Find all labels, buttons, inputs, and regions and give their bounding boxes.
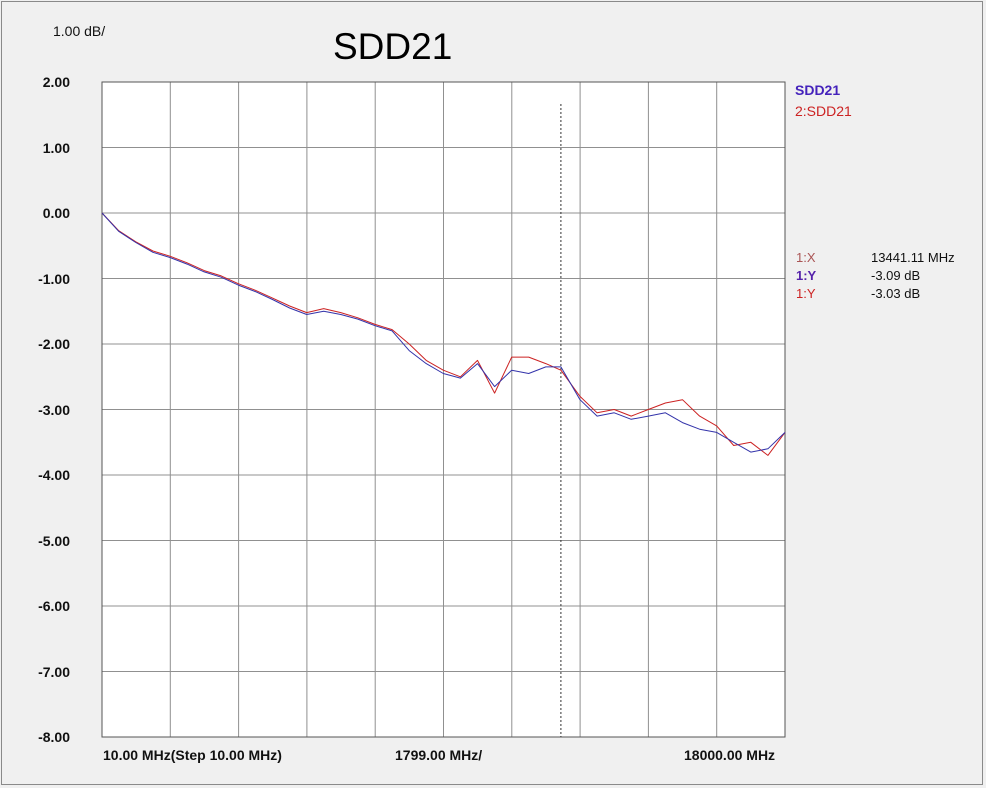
legend-entry-2-sdd21: 2:SDD21: [795, 103, 852, 119]
y-tick-label: -1.00: [38, 270, 70, 287]
y-tick-label: -5.00: [38, 532, 70, 549]
y-tick-label: 2.00: [42, 74, 70, 90]
y-tick-label: 0.00: [42, 205, 70, 221]
marker-y1-value: -3.09 dB: [871, 268, 921, 283]
y-tick-label: -2.00: [38, 336, 70, 352]
y-tick-label: 1.00: [42, 139, 70, 156]
chart-title: SDD21: [333, 26, 453, 67]
marker-y2-label: 1:Y: [796, 286, 816, 301]
series-line-2-sdd21: [101, 212, 786, 456]
y-tick-label: -4.00: [38, 467, 70, 483]
x-label-step: 1799.00 MHz/: [395, 747, 483, 763]
series-line-sdd21: [101, 212, 786, 453]
legend-entry-sdd21: SDD21: [795, 82, 841, 98]
marker-y2-value: -3.03 dB: [871, 286, 921, 301]
x-label-start: 10.00 MHz(Step 10.00 MHz): [103, 747, 282, 763]
y-tick-label: -7.00: [38, 663, 70, 680]
marker-x-label: 1:X: [796, 250, 816, 265]
marker-y1-label: 1:Y: [796, 268, 817, 283]
plot-border: [101, 81, 786, 738]
x-label-stop: 18000.00 MHz: [684, 747, 776, 763]
scale-label: 1.00 dB/: [53, 23, 106, 39]
y-tick-label: -6.00: [38, 598, 70, 614]
y-tick-label: -3.00: [38, 401, 70, 418]
y-tick-label: -8.00: [38, 729, 70, 745]
marker-x-value: 13441.11 MHz: [871, 250, 955, 265]
